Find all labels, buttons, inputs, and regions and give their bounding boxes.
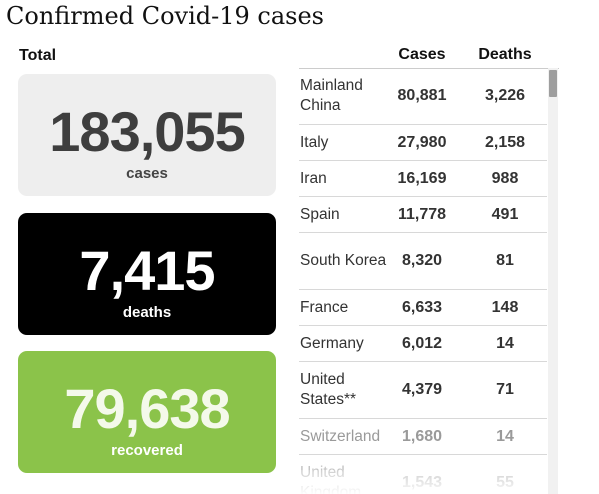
total-deaths-label: deaths bbox=[122, 304, 172, 321]
table-row: South Korea 8,320 81 bbox=[299, 233, 547, 290]
table-row: United States** 4,379 71 bbox=[299, 362, 547, 419]
total-cases-value: 183,055 bbox=[49, 100, 245, 163]
table-row: Germany 6,012 14 bbox=[299, 326, 547, 362]
country-deaths: 55 bbox=[496, 474, 514, 491]
country-cases: 8,320 bbox=[401, 252, 443, 269]
total-recovered-value: 79,638 bbox=[64, 377, 230, 440]
country-name: United States** bbox=[300, 371, 357, 408]
total-recovered-card: 79,638 recovered bbox=[18, 351, 276, 473]
page-title: Confirmed Covid-19 cases bbox=[6, 2, 324, 30]
country-cases: 11,778 bbox=[397, 205, 447, 223]
country-deaths: 2,158 bbox=[484, 133, 526, 151]
total-label: Total bbox=[19, 47, 57, 64]
deaths-column-header: Deaths bbox=[478, 46, 532, 63]
total-deaths-card: 7,415 deaths bbox=[18, 213, 276, 335]
country-table[interactable]: Mainland China 80,881 3,226 Italy 27,980… bbox=[299, 68, 559, 494]
country-name: Germany bbox=[300, 334, 364, 352]
table-row: Iran 16,169 988 bbox=[299, 161, 547, 197]
country-deaths: 148 bbox=[491, 298, 519, 316]
table-row: France 6,633 148 bbox=[299, 290, 547, 326]
scrollbar-thumb[interactable] bbox=[549, 70, 557, 97]
total-recovered-label: recovered bbox=[111, 442, 183, 459]
table-header: Cases Deaths bbox=[299, 46, 559, 69]
country-deaths: 71 bbox=[496, 381, 514, 398]
table-row: Mainland China 80,881 3,226 bbox=[299, 68, 547, 125]
country-name: Iran bbox=[300, 169, 327, 187]
country-deaths: 14 bbox=[496, 427, 514, 445]
country-cases: 4,379 bbox=[401, 381, 443, 398]
country-name: Switzerland bbox=[300, 427, 381, 445]
country-name: South Korea bbox=[300, 252, 387, 269]
country-cases: 27,980 bbox=[397, 133, 447, 151]
total-deaths-value: 7,415 bbox=[79, 239, 215, 302]
country-cases: 80,881 bbox=[397, 87, 447, 104]
country-name: Mainland China bbox=[300, 77, 363, 114]
table-row: Spain 11,778 491 bbox=[299, 197, 547, 233]
country-name: Italy bbox=[300, 133, 329, 151]
total-cases-card: 183,055 cases bbox=[18, 74, 276, 196]
country-cases: 6,633 bbox=[401, 298, 443, 316]
table-row: United Kingdom 1,543 55 bbox=[299, 455, 547, 494]
total-cases-label: cases bbox=[126, 165, 168, 182]
table-row: Italy 27,980 2,158 bbox=[299, 125, 547, 161]
country-cases: 1,680 bbox=[401, 427, 443, 445]
country-name: France bbox=[300, 298, 349, 316]
country-deaths: 14 bbox=[496, 334, 514, 352]
table-row: Switzerland 1,680 14 bbox=[299, 419, 547, 455]
table-scrollbar[interactable] bbox=[548, 68, 558, 494]
cases-column-header: Cases bbox=[398, 46, 446, 63]
country-name: United Kingdom bbox=[300, 464, 362, 494]
country-cases: 1,543 bbox=[401, 474, 443, 491]
country-cases: 16,169 bbox=[397, 169, 447, 187]
country-deaths: 3,226 bbox=[484, 87, 526, 104]
country-table-rows: Mainland China 80,881 3,226 Italy 27,980… bbox=[299, 68, 547, 494]
country-deaths: 81 bbox=[496, 252, 514, 269]
country-deaths: 988 bbox=[491, 169, 519, 187]
country-name: Spain bbox=[300, 205, 340, 223]
country-deaths: 491 bbox=[491, 205, 519, 223]
country-cases: 6,012 bbox=[401, 334, 443, 352]
